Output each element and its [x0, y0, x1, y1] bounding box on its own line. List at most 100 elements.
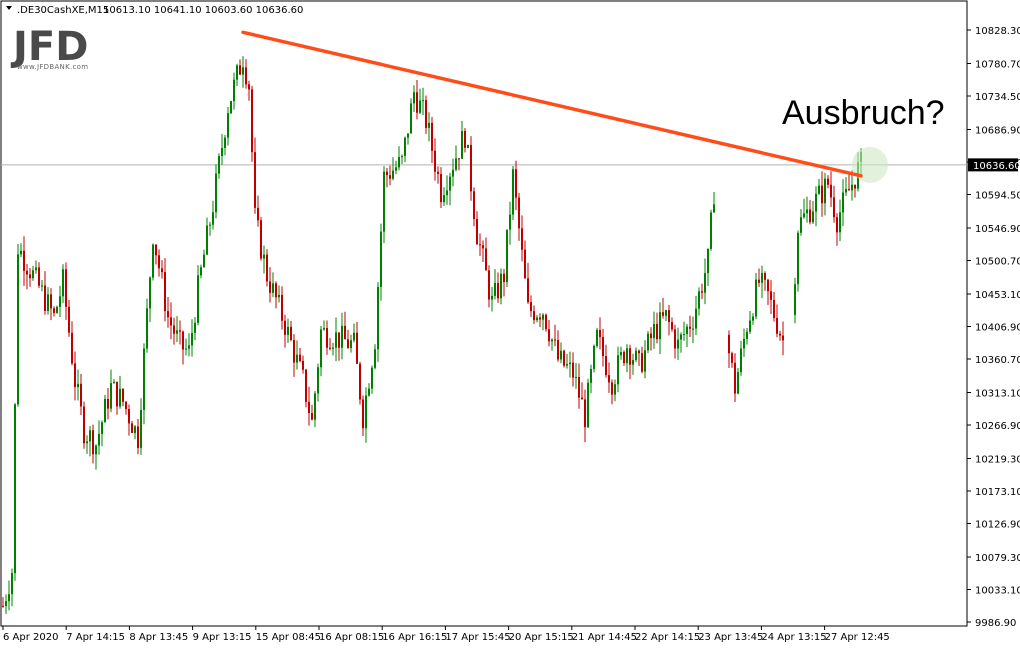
- candle: [461, 120, 463, 159]
- time-tick-label: 21 Apr 14:45: [572, 632, 637, 643]
- candle-body: [608, 375, 610, 383]
- candle-body: [761, 273, 763, 283]
- candle-body: [104, 398, 106, 423]
- candle: [362, 395, 364, 436]
- candle: [323, 320, 325, 331]
- candle-body: [662, 312, 664, 316]
- candle: [770, 280, 772, 315]
- candle: [263, 245, 265, 274]
- candle-body: [515, 169, 517, 198]
- candle-body: [449, 176, 451, 191]
- candle-body: [365, 395, 367, 429]
- candle-body: [677, 339, 679, 349]
- candle-body: [851, 184, 853, 191]
- candle-body: [128, 409, 130, 424]
- candle: [380, 223, 382, 301]
- candle: [671, 317, 673, 332]
- candle-body: [524, 249, 526, 279]
- candle-body: [503, 273, 505, 283]
- candle: [623, 350, 625, 366]
- candle: [32, 265, 34, 281]
- candle-body: [506, 229, 508, 283]
- candle-body: [14, 404, 16, 574]
- candle-body: [230, 101, 232, 114]
- candle: [704, 258, 706, 305]
- candle-body: [467, 144, 469, 148]
- candle-body: [461, 130, 463, 159]
- candle: [521, 215, 523, 262]
- candle: [356, 321, 358, 364]
- candle: [797, 230, 799, 292]
- candle-body: [575, 377, 577, 379]
- candle-body: [398, 156, 400, 168]
- candle: [686, 323, 688, 348]
- candle: [482, 240, 484, 263]
- candle-body: [809, 209, 811, 223]
- candle-body: [752, 316, 754, 321]
- candle: [542, 313, 544, 331]
- candle-body: [842, 192, 844, 213]
- candle: [191, 319, 193, 357]
- candle: [128, 404, 130, 436]
- candle: [101, 420, 103, 447]
- candle-body: [656, 323, 658, 340]
- candle-body: [284, 320, 286, 335]
- time-tick-label: 16 Apr 08:15: [319, 632, 384, 643]
- candle: [8, 580, 10, 611]
- resistance-trendline[interactable]: [241, 30, 863, 178]
- candle: [689, 315, 691, 338]
- candle-body: [347, 339, 349, 348]
- candle: [812, 200, 814, 225]
- candle-body: [746, 331, 748, 339]
- candle: [407, 133, 409, 145]
- candle-body: [410, 103, 412, 134]
- candle-body: [155, 244, 157, 256]
- candle: [134, 425, 136, 440]
- candle-body: [416, 92, 418, 113]
- candle: [89, 426, 91, 457]
- candle: [764, 271, 766, 291]
- candle-body: [311, 413, 313, 420]
- candle: [470, 136, 472, 201]
- candle-body: [86, 441, 88, 444]
- candle: [98, 420, 100, 455]
- price-tick-label: 10686.90: [975, 125, 1020, 136]
- candle: [500, 268, 502, 305]
- candle-body: [797, 232, 799, 285]
- price-tick-label: 10828.30: [975, 26, 1020, 37]
- candle: [359, 361, 361, 405]
- candle-body: [743, 338, 745, 349]
- price-tick-label: 10406.90: [975, 322, 1020, 333]
- price-tick-label: 10360.70: [975, 355, 1020, 366]
- candle-body: [602, 337, 604, 357]
- candle-body: [131, 423, 133, 434]
- candle: [113, 379, 115, 384]
- candle: [68, 300, 70, 337]
- candle-body: [392, 170, 394, 179]
- candle: [650, 327, 652, 351]
- candle: [608, 362, 610, 393]
- candle: [173, 317, 175, 345]
- candle: [92, 424, 94, 464]
- candle-body: [659, 312, 661, 340]
- candle-body: [554, 339, 556, 341]
- symbol-dropdown-icon[interactable]: [6, 6, 12, 10]
- candle: [827, 175, 829, 189]
- candle: [281, 286, 283, 330]
- candle: [182, 330, 184, 365]
- candle-body: [11, 573, 13, 595]
- candle: [572, 352, 574, 387]
- candle: [488, 265, 490, 308]
- candle: [275, 281, 277, 309]
- candle-body: [68, 306, 70, 333]
- candle-body: [824, 178, 826, 204]
- candle-body: [278, 294, 280, 298]
- candle-body: [782, 335, 784, 341]
- candle-body: [641, 353, 643, 372]
- candle-body: [542, 314, 544, 320]
- candle: [272, 272, 274, 298]
- candle-body: [749, 320, 751, 332]
- candle-body: [854, 184, 856, 189]
- candle: [290, 320, 292, 342]
